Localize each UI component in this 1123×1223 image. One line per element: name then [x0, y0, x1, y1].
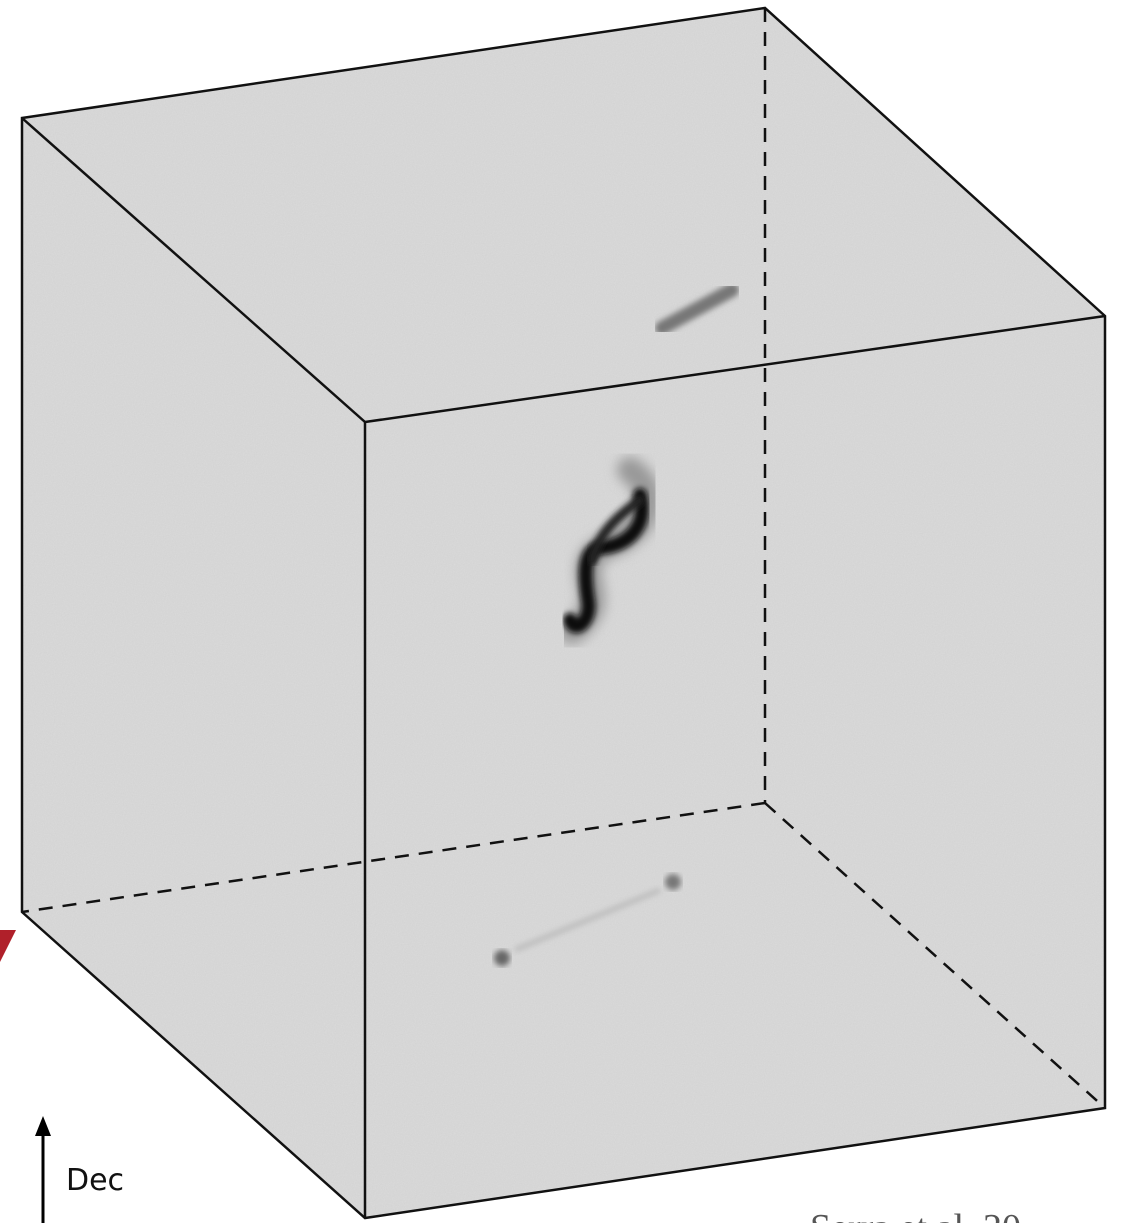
- faint-source: [665, 874, 681, 890]
- faint-source: [494, 950, 510, 966]
- axis-label: Dec: [66, 1163, 124, 1198]
- credit: Serra et al. 20: [810, 1207, 1021, 1223]
- pointer-marker: [0, 930, 16, 962]
- axis-arrowhead: [35, 1116, 51, 1136]
- cube-figure: Dec Serra et al. 20: [0, 0, 1123, 1223]
- page: {"labels": {"axis": "Dec", "credit": "Se…: [0, 0, 1123, 1223]
- cube-body: [22, 8, 1105, 1218]
